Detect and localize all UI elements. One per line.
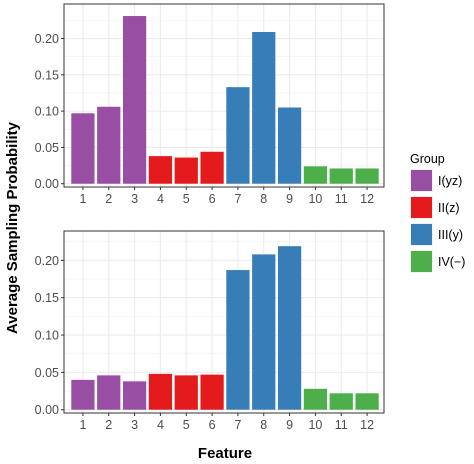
x-tick-label: 2: [105, 192, 112, 206]
x-tick-label: 11: [335, 418, 348, 432]
x-tick-label: 4: [157, 192, 164, 206]
bar-feature-3: [122, 381, 147, 410]
legend: I(yz) II(z) III(y) IV(−): [410, 169, 465, 273]
bar-feature-9: [277, 246, 302, 410]
x-tick-label: 11: [335, 192, 348, 206]
y-tick-label: 0.10: [35, 329, 59, 343]
bar-feature-2: [97, 106, 121, 184]
bar-feature-6: [200, 374, 224, 410]
legend-item: I(yz): [410, 169, 462, 192]
bar-feature-11: [329, 168, 353, 184]
bar-feature-2: [97, 375, 121, 410]
bar-feature-12: [355, 168, 379, 184]
x-tick-label: 6: [209, 418, 216, 432]
x-tick-label: 9: [286, 418, 293, 432]
bar-feature-4: [148, 156, 173, 184]
bar-feature-1: [71, 113, 95, 184]
legend-item: III(y): [410, 223, 463, 246]
x-tick-label: 3: [131, 192, 138, 206]
x-tick-label: 8: [260, 192, 267, 206]
bar-feature-6: [200, 151, 224, 184]
panel-border: [63, 3, 385, 188]
x-tick-label: 1: [79, 192, 86, 206]
bar-feature-8: [252, 254, 276, 410]
legend-label: III(y): [438, 228, 463, 242]
y-tick-label: 0.10: [35, 105, 59, 119]
chart-panel-2: 0.000.050.100.150.201 2 3 4 5 6 7 8 9 10 11 12: [35, 230, 385, 432]
bar-feature-5: [174, 375, 198, 410]
legend-label: II(z): [438, 201, 460, 215]
bar-feature-11: [329, 393, 353, 410]
bar-feature-1: [71, 379, 95, 410]
x-tick-label: 8: [260, 418, 267, 432]
bar-feature-4: [148, 373, 173, 410]
x-tick-label: 5: [183, 418, 190, 432]
legend-swatch: [411, 224, 432, 245]
y-axis-title: Average Sampling Probability: [4, 121, 21, 334]
legend-item: II(z): [410, 196, 460, 219]
x-tick-label: 12: [360, 192, 374, 206]
y-tick-label: 0.20: [35, 32, 59, 46]
legend-item: IV(−): [410, 250, 465, 273]
x-axis-title: Feature: [198, 445, 252, 462]
bar-feature-7: [226, 270, 250, 410]
legend-swatch: [411, 170, 432, 191]
y-tick-label: 0.15: [35, 291, 59, 305]
legend-label: IV(−): [438, 255, 465, 269]
bar-feature-10: [303, 166, 328, 184]
y-tick-label: 0.00: [35, 177, 59, 191]
bar-feature-9: [277, 107, 302, 184]
x-tick-label: 3: [131, 418, 138, 432]
bar-feature-5: [174, 157, 198, 184]
y-tick-label: 0.00: [35, 403, 59, 417]
bar-feature-8: [252, 31, 276, 184]
legend-label: I(yz): [438, 174, 462, 188]
x-tick-label: 2: [105, 418, 112, 432]
x-tick-label: 1: [79, 418, 86, 432]
x-tick-label: 4: [157, 418, 164, 432]
bar-feature-3: [122, 16, 147, 184]
bar-feature-7: [226, 87, 250, 184]
x-tick-label: 7: [234, 192, 241, 206]
legend-title: Group: [410, 152, 445, 166]
x-tick-label: 5: [183, 192, 190, 206]
bar-feature-12: [355, 393, 379, 410]
legend-swatch: [411, 251, 432, 272]
bar-feature-10: [303, 388, 328, 410]
y-tick-label: 0.05: [35, 141, 59, 155]
y-tick-label: 0.20: [35, 254, 59, 268]
x-tick-label: 10: [308, 192, 322, 206]
chart-panel-1: 0.000.050.100.150.201 2 3 4 5 6 7 8 9 10 11 12: [35, 3, 385, 206]
x-tick-label: 7: [234, 418, 241, 432]
y-tick-label: 0.05: [35, 366, 59, 380]
legend-swatch: [411, 197, 432, 218]
x-tick-label: 12: [360, 418, 374, 432]
panel-border: [63, 230, 385, 414]
x-tick-label: 9: [286, 192, 293, 206]
x-tick-label: 6: [209, 192, 216, 206]
y-tick-label: 0.15: [35, 68, 59, 82]
x-tick-label: 10: [308, 418, 322, 432]
